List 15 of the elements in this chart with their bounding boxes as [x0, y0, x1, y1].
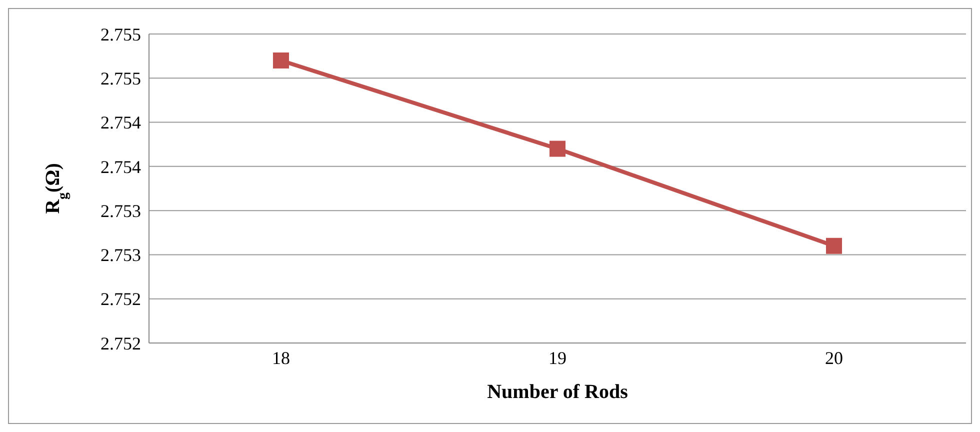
point [273, 52, 289, 68]
point [550, 140, 566, 157]
y-tick-label: 2.754 [100, 112, 141, 133]
y-tick-label: 2.752 [100, 333, 141, 354]
y-tick-label: 2.755 [100, 24, 141, 44]
x-axis-title: Number of Rods [487, 381, 628, 403]
x-tick-label: 19 [548, 348, 566, 368]
y-tick-label: 2.754 [100, 156, 141, 177]
x-tick-label: 18 [272, 348, 290, 368]
y-tick-label: 2.753 [100, 200, 141, 221]
point [826, 238, 842, 254]
y-tick-label: 2.753 [100, 245, 141, 266]
x-tick-label: 20 [825, 348, 843, 368]
y-tick-label: 2.755 [100, 68, 141, 89]
y-tick-label: 2.752 [100, 289, 141, 310]
